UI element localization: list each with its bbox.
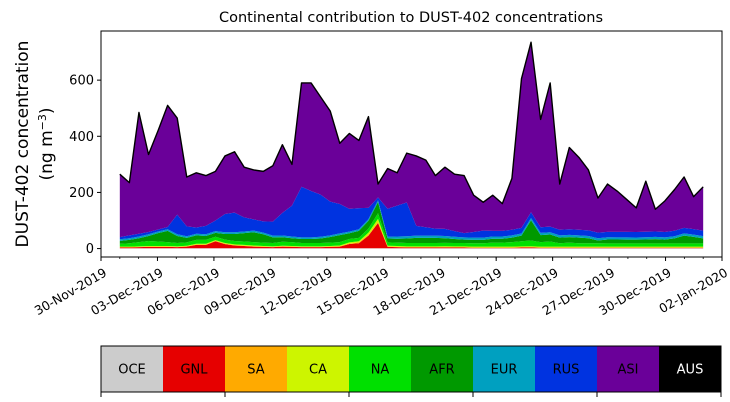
area-na <box>119 213 704 247</box>
legend-label: SA <box>247 363 264 378</box>
legend-label: RUS <box>553 363 580 378</box>
legend-swatch-na <box>349 346 412 392</box>
legend-label: NA <box>371 363 390 378</box>
legend-swatch-aus <box>659 346 722 392</box>
legend-label: AFR <box>429 363 454 378</box>
legend-label: GNL <box>180 363 208 378</box>
legend-frame <box>100 345 722 393</box>
y-axis-label-line-2: (ng m−3) <box>36 107 58 180</box>
legend-label: ASI <box>618 363 639 378</box>
x-axis: 30-Nov-201903-Dec-201906-Dec-201909-Dec-… <box>32 257 730 318</box>
legend-swatch-oce <box>101 346 164 392</box>
legend-label: CA <box>309 363 327 378</box>
y-tick-label: 400 <box>69 130 94 145</box>
legend-swatch-sa <box>225 346 288 392</box>
area-asi <box>119 42 704 238</box>
continent-legend: OCE GNL SA CA NA AFR EUR RUS ASI AUS <box>100 345 722 397</box>
chart-title: Continental contribution to DUST-402 con… <box>219 10 603 26</box>
legend-swatch-asi <box>597 346 660 392</box>
y-tick-label: 600 <box>69 74 94 89</box>
y-axis-label-exponent: −3 <box>36 114 49 130</box>
y-tick-label: 200 <box>69 186 94 201</box>
legend-swatch-rus <box>535 346 598 392</box>
stacked-area-layers <box>119 41 704 249</box>
legend-swatch-eur <box>473 346 536 392</box>
y-axis-label-suffix: ) <box>37 107 57 114</box>
legend-label: AUS <box>677 363 704 378</box>
total-line <box>119 41 704 210</box>
y-axis-label-line-1: DUST-402 concentration <box>13 41 33 248</box>
area-rus <box>119 186 704 240</box>
legend-label: EUR <box>491 363 518 378</box>
legend-label: OCE <box>118 363 146 378</box>
legend-swatch-ca <box>287 346 350 392</box>
area-afr <box>119 201 704 244</box>
legend-swatch-afr <box>411 346 474 392</box>
y-axis: 0 200 400 600 <box>69 74 101 257</box>
y-axis-label-prefix: (ng m <box>37 130 57 180</box>
plot-frame <box>100 30 723 258</box>
y-tick-label: 0 <box>86 242 94 257</box>
legend-swatch-gnl <box>163 346 226 392</box>
